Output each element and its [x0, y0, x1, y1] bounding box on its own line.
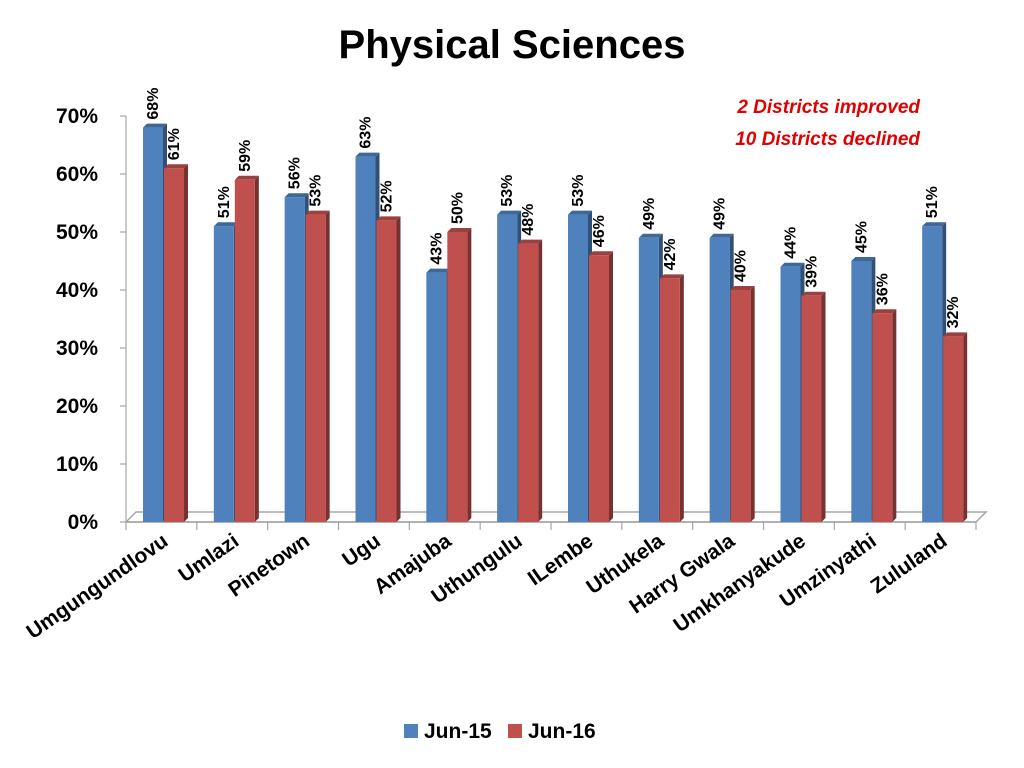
data-label: 43%: [428, 233, 445, 265]
data-label: 49%: [641, 198, 658, 230]
bar-jun-16-pinetown: [305, 210, 330, 522]
data-label: 48%: [520, 204, 537, 236]
data-label: 50%: [449, 192, 466, 224]
y-tick-label: 0%: [68, 511, 99, 534]
y-tick-label: 70%: [56, 105, 98, 128]
x-tick-label: Pinetown: [224, 529, 314, 601]
bar-jun-15-umgungundlovu: [143, 123, 167, 522]
bar-jun-16-zululand: [943, 332, 968, 522]
y-tick-label: 20%: [56, 395, 98, 418]
data-label: 61%: [166, 128, 183, 160]
data-label: 42%: [662, 238, 679, 270]
data-label: 53%: [308, 175, 325, 207]
bar-jun-15-umzinyathi: [851, 257, 876, 522]
data-label: 51%: [924, 186, 941, 218]
bar-jun-15-ugu: [355, 152, 380, 522]
legend: Jun-15 Jun-16: [404, 720, 596, 743]
annotation-improved: 2 Districts improved: [736, 97, 920, 118]
bar-jun-15-harry-gwala: [709, 233, 734, 523]
plot-area: 0% 10% 20% 30% 40% 50% 60% 70% 68%61% Umgungundlo…: [22, 88, 988, 644]
bar-jun-16-harry-gwala: [730, 286, 755, 522]
bar-jun-16-umzinyathi: [872, 309, 897, 522]
bar-jun-15-umlazi: [213, 222, 238, 522]
bar-jun-15-zululand: [922, 222, 947, 522]
data-label: 40%: [733, 250, 750, 282]
data-label: 56%: [287, 157, 304, 189]
bar-jun-16-umkhanyakude: [801, 291, 826, 522]
data-label: 46%: [591, 215, 608, 247]
y-tick-label: 60%: [56, 163, 98, 186]
bar-jun-16-umgungundlovu: [164, 164, 188, 522]
data-label: 59%: [237, 140, 254, 172]
y-tick-label: 40%: [56, 279, 98, 302]
data-label: 52%: [379, 180, 396, 212]
legend-swatch-jun-16: [508, 724, 522, 738]
data-label: 45%: [853, 221, 870, 253]
y-tick-label: 50%: [56, 221, 98, 244]
x-tick-label: Ugu: [338, 529, 385, 571]
legend-swatch-jun-15: [404, 724, 418, 738]
data-label: 32%: [945, 296, 962, 328]
data-label: 53%: [570, 175, 587, 207]
annotation-declined: 10 Districts declined: [735, 129, 920, 150]
bar-jun-16-uthungulu: [518, 239, 543, 522]
x-tick-label: Zululand: [867, 529, 952, 598]
data-label: 36%: [874, 273, 891, 305]
chart-title: Physical Sciences: [339, 23, 686, 67]
bar-jun-15-umkhanyakude: [780, 262, 805, 522]
y-tick-label: 30%: [56, 337, 98, 360]
data-label: 68%: [145, 88, 162, 120]
bar-jun-16-umlazi: [234, 175, 259, 523]
bar-jun-16-ilembe: [589, 251, 613, 522]
data-label: 51%: [216, 186, 233, 218]
bar-jun-15-ilembe: [568, 210, 592, 522]
bar-jun-15-amajuba: [426, 268, 451, 522]
bar-jun-16-ugu: [376, 216, 401, 522]
data-label: 53%: [499, 175, 516, 207]
bar-jun-16-amajuba: [447, 228, 472, 522]
y-tick-label: 10%: [56, 453, 98, 476]
x-tick-label: Umgungundlovu: [22, 529, 172, 644]
bar-jun-16-uthukela: [659, 274, 684, 522]
data-label: 39%: [804, 256, 821, 288]
bar-jun-15-pinetown: [284, 193, 309, 522]
legend-label-jun-16: Jun-16: [528, 720, 596, 743]
data-label: 49%: [712, 198, 729, 230]
bar-jun-15-uthungulu: [497, 210, 522, 522]
bar-jun-15-uthukela: [638, 233, 663, 523]
data-label: 44%: [783, 227, 800, 259]
legend-label-jun-15: Jun-15: [424, 720, 492, 743]
data-label: 63%: [358, 117, 375, 149]
